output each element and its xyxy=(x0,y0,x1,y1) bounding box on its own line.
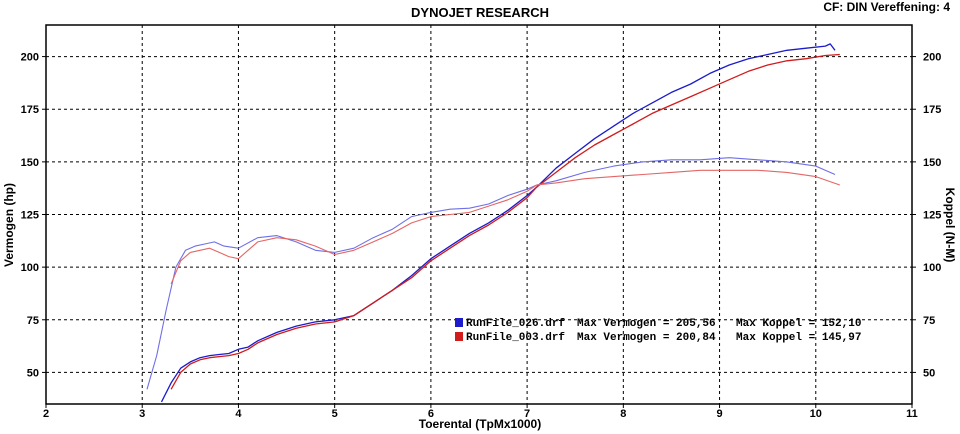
y-right-tick-label: 200 xyxy=(923,52,941,64)
y-left-tick-label: 200 xyxy=(21,52,39,64)
y-right-tick-label: 125 xyxy=(923,210,941,222)
legend-file-run-003: RunFile_003.drf xyxy=(466,332,565,344)
y-right-tick-label: 150 xyxy=(923,157,941,169)
y-right-tick-label: 175 xyxy=(923,104,941,116)
x-tick-label: 4 xyxy=(235,408,242,420)
data-curves xyxy=(146,43,840,403)
legend-file-run-026: RunFile_026.drf xyxy=(466,318,565,330)
y-axis-right-ticks: 50 75 100 125 150 175 200 xyxy=(912,52,941,379)
y-right-tick-label: 50 xyxy=(923,367,935,379)
legend-torque-run-026: Max Koppel = 152,10 xyxy=(736,318,861,330)
x-tick-label: 7 xyxy=(524,408,530,420)
x-tick-label: 11 xyxy=(906,408,918,420)
correction-info: CF: DIN Vereffening: 4 xyxy=(823,0,950,14)
y-left-tick-label: 150 xyxy=(21,157,39,169)
x-axis-ticks: 2 3 4 5 6 7 8 9 10 11 xyxy=(43,404,918,420)
series-power-runfile-026-drf xyxy=(160,43,836,403)
series-power-runfile-003-drf xyxy=(170,53,840,390)
legend-swatch-run-026 xyxy=(455,318,463,327)
legend-power-run-003: Max Vermogen = 200,84 xyxy=(577,332,716,344)
series-torque-runfile-026-drf xyxy=(146,157,836,390)
legend: RunFile_026.drf Max Vermogen = 205,56 Ma… xyxy=(455,318,861,344)
x-tick-label: 10 xyxy=(810,408,822,420)
x-tick-label: 5 xyxy=(332,408,338,420)
x-tick-label: 9 xyxy=(716,408,722,420)
y-left-tick-label: 125 xyxy=(21,210,39,222)
x-tick-label: 6 xyxy=(428,408,434,420)
y-left-tick-label: 50 xyxy=(27,367,39,379)
y-right-tick-label: 100 xyxy=(923,262,941,274)
legend-torque-run-003: Max Koppel = 145,97 xyxy=(736,332,861,344)
y-left-tick-label: 75 xyxy=(27,315,39,327)
y-right-tick-label: 75 xyxy=(923,315,935,327)
legend-swatch-run-003 xyxy=(455,332,463,341)
x-tick-label: 2 xyxy=(43,408,49,420)
x-tick-label: 8 xyxy=(620,408,626,420)
y-axis-right-label: Koppel (N-M) xyxy=(943,188,957,263)
series-torque-runfile-003-drf xyxy=(170,169,840,285)
x-tick-label: 3 xyxy=(139,408,145,420)
legend-power-run-026: Max Vermogen = 205,56 xyxy=(577,318,716,330)
grid-lines xyxy=(46,25,912,404)
y-left-tick-label: 100 xyxy=(21,262,39,274)
x-axis-label: Toerental (TpMx1000) xyxy=(419,417,541,431)
chart-title: DYNOJET RESEARCH xyxy=(411,5,549,20)
y-axis-left-label: Vermogen (hp) xyxy=(2,183,16,267)
y-axis-left-ticks: 50 75 100 125 150 175 200 xyxy=(21,52,46,379)
y-left-tick-label: 175 xyxy=(21,104,39,116)
